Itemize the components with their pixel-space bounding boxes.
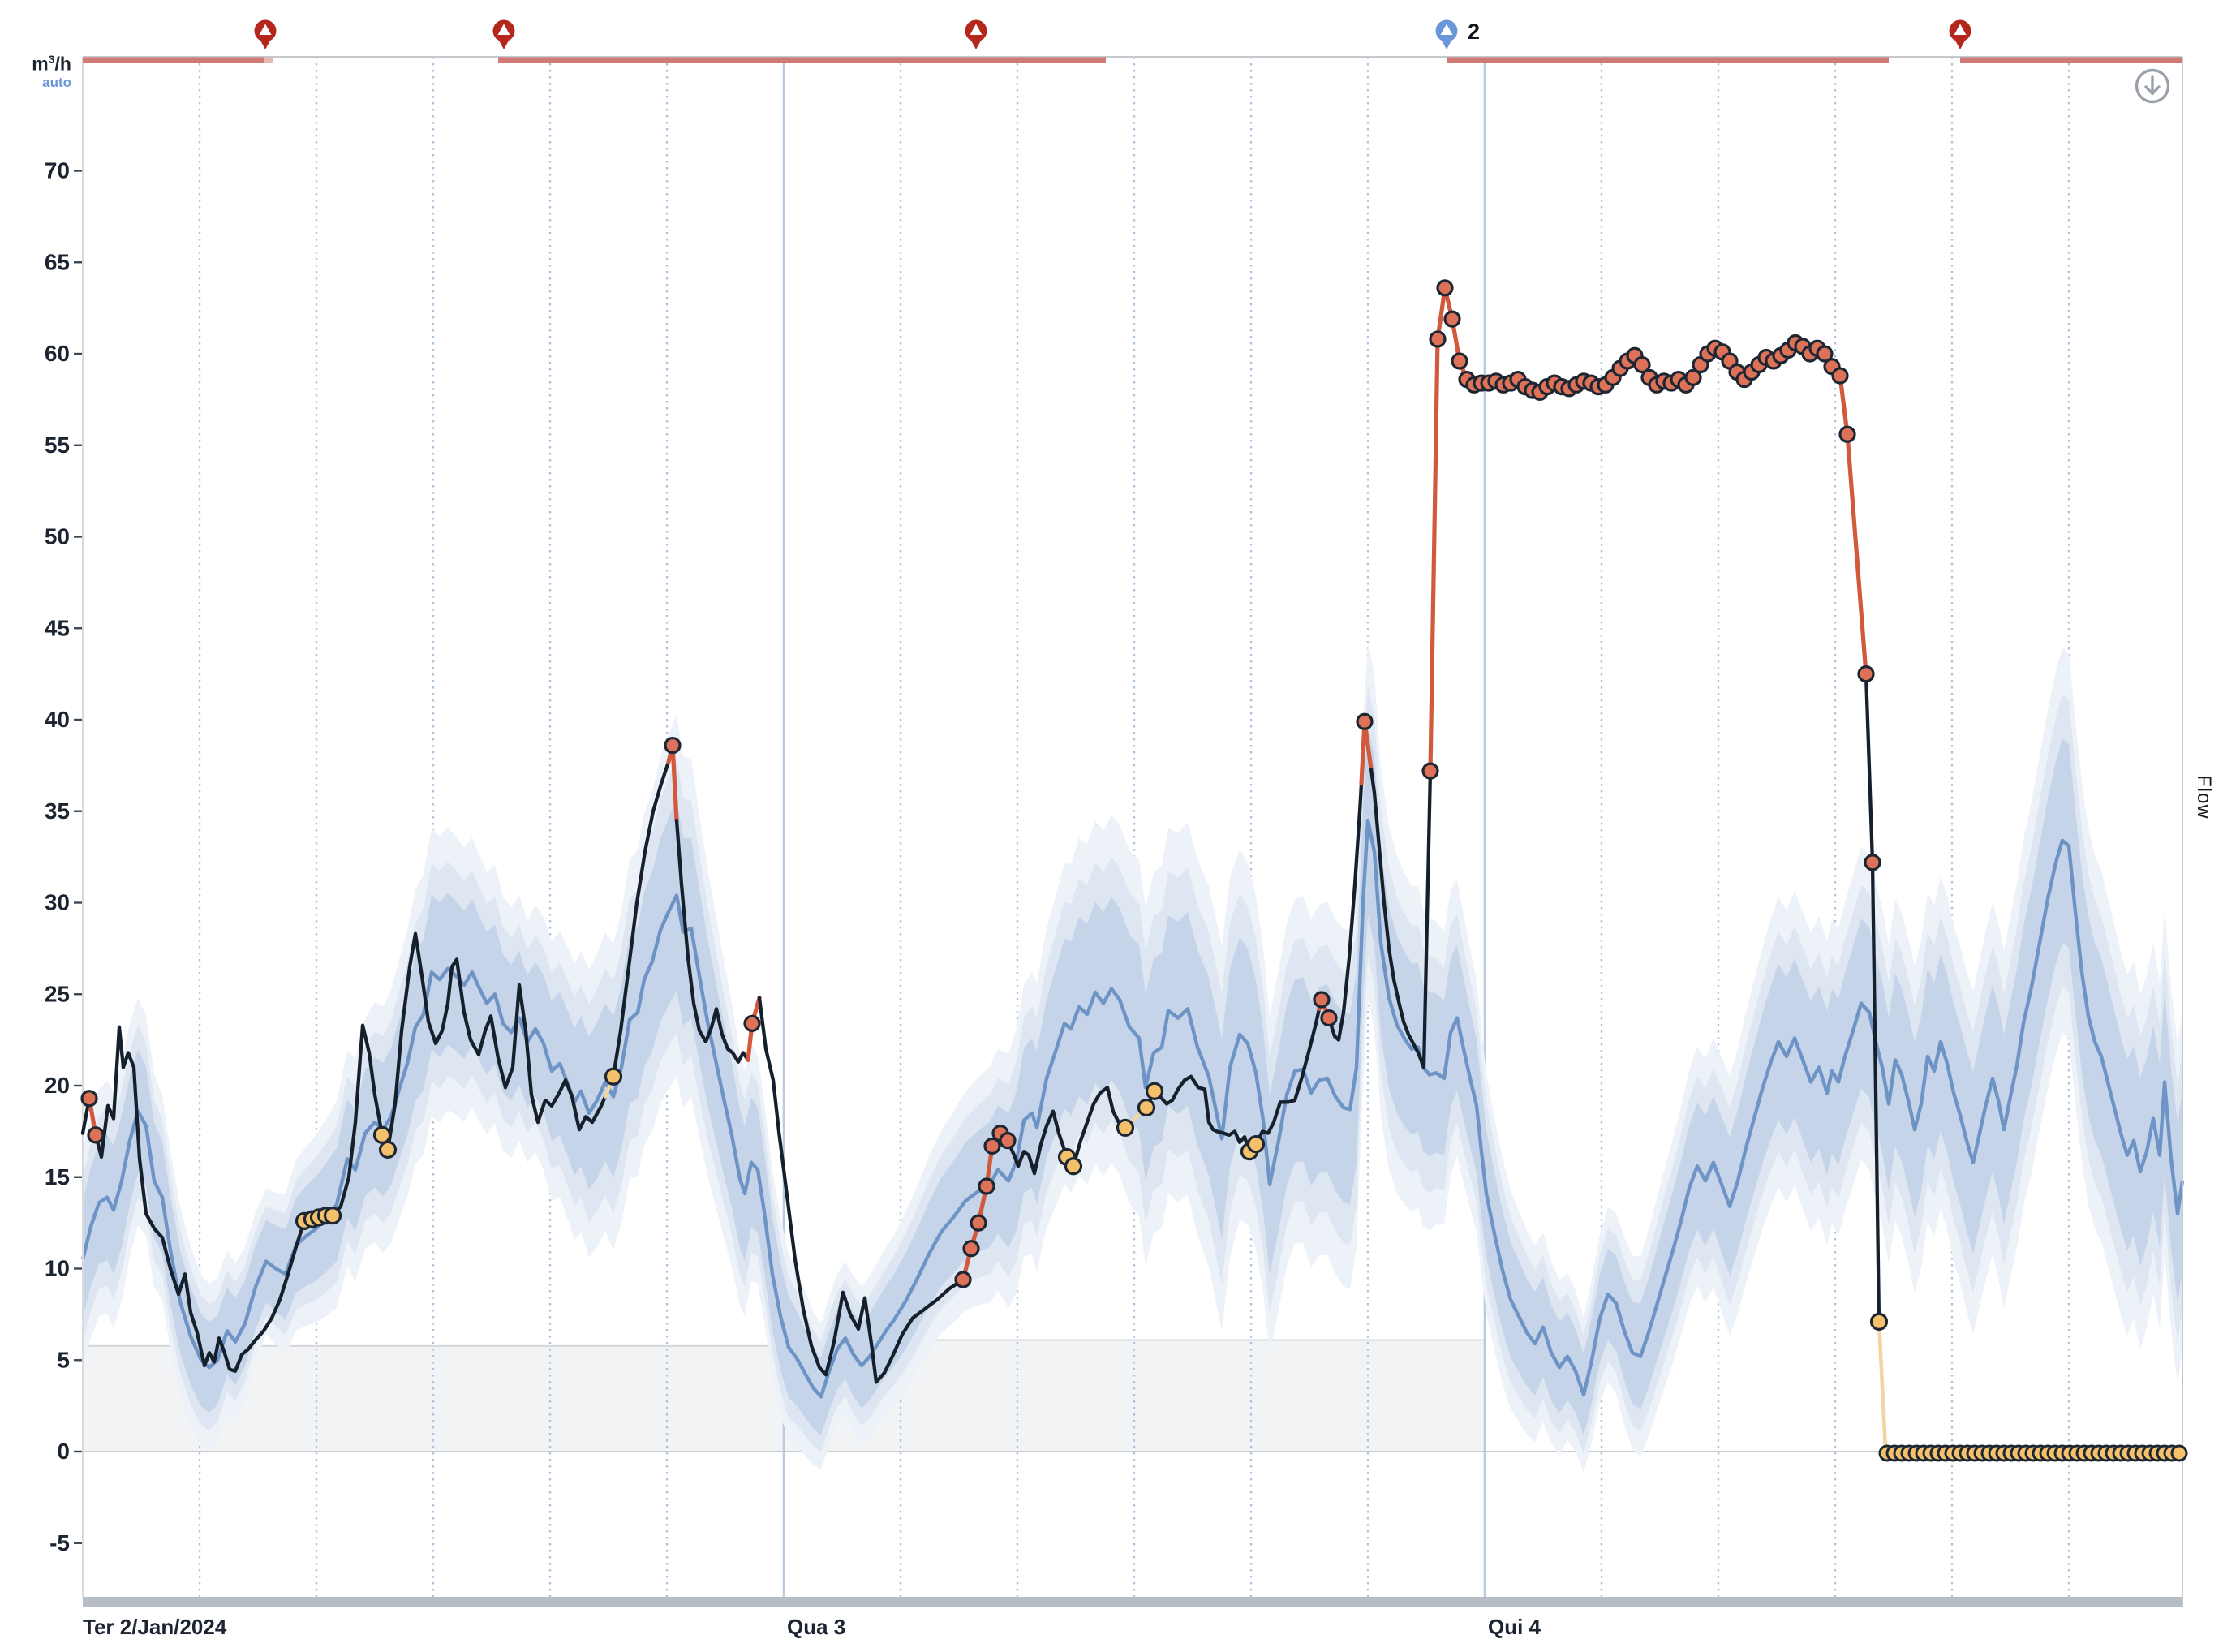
pin-count-label: 2: [1468, 19, 1480, 44]
anomaly-dot[interactable]: [970, 1214, 987, 1232]
y-tick-label: 25: [45, 981, 70, 1006]
y-tick-label: 50: [45, 524, 70, 549]
y-axis-unit-label: m3/h: [0, 54, 71, 74]
actual-line: [1326, 781, 1364, 1042]
red-pin-tail: [260, 40, 271, 49]
actual-line: [1144, 1007, 1322, 1154]
y-tick-label: 55: [45, 432, 70, 458]
actual-line-flagged: [1877, 1319, 2185, 1453]
flagged-dot-zero[interactable]: [2170, 1444, 2188, 1462]
download-icon[interactable]: [2135, 68, 2170, 104]
y-tick-label: 45: [45, 615, 70, 640]
y-tick-label: 10: [45, 1256, 70, 1281]
forecast-line: [80, 818, 2185, 1399]
x-day-label: Ter 2/Jan/2024: [83, 1615, 227, 1639]
pin-up-triangle-icon: [970, 24, 983, 35]
anomaly-dot[interactable]: [1864, 854, 1881, 871]
flagged-dot[interactable]: [604, 1067, 623, 1086]
x-day-label: Qui 4: [1488, 1615, 1541, 1639]
anomaly-dot[interactable]: [954, 1271, 972, 1288]
y-axis-auto-toggle[interactable]: auto: [42, 75, 71, 90]
anomaly-dot[interactable]: [962, 1240, 980, 1258]
anomaly-dot[interactable]: [1320, 1009, 1338, 1027]
blue-pin-tail: [1441, 40, 1452, 49]
actual-line: [757, 996, 965, 1384]
y-tick-label: 60: [45, 341, 70, 366]
y-tick-label: 35: [45, 798, 70, 824]
y-tick-label: 15: [45, 1164, 70, 1190]
forecast-band-inner: [83, 725, 2182, 1436]
anomaly-dot[interactable]: [743, 1014, 761, 1032]
flagged-dot[interactable]: [372, 1125, 392, 1144]
flagged-dot[interactable]: [378, 1140, 398, 1159]
actual-line: [611, 759, 671, 1078]
anomaly-dot[interactable]: [664, 736, 682, 755]
anomaly-dot[interactable]: [999, 1132, 1017, 1150]
anomaly-dot[interactable]: [1684, 368, 1702, 386]
flagged-dot[interactable]: [1869, 1312, 1889, 1331]
flagged-dot[interactable]: [1064, 1157, 1083, 1176]
anomaly-dot[interactable]: [1429, 330, 1447, 348]
red-pin-tail: [498, 40, 510, 49]
y-axis-unit-sup: 3: [48, 53, 55, 66]
pin-up-triangle-icon: [1954, 24, 1967, 35]
anomaly-dot[interactable]: [1857, 665, 1875, 683]
anomaly-dot[interactable]: [983, 1137, 1001, 1155]
anomaly-dot[interactable]: [1356, 712, 1374, 730]
y-tick-label: 70: [45, 158, 70, 183]
anomaly-dot[interactable]: [1436, 279, 1454, 297]
pin-up-triangle-icon: [259, 24, 272, 35]
anomaly-dot[interactable]: [1451, 352, 1468, 370]
download-icon-arrow-head: [2144, 85, 2161, 96]
flagged-dot[interactable]: [1116, 1118, 1135, 1137]
flagged-dot[interactable]: [1145, 1082, 1164, 1100]
alarm-period-bar: [498, 57, 1106, 63]
red-pin-tail: [970, 40, 982, 49]
y-tick-label: 0: [57, 1439, 70, 1464]
anomaly-dot[interactable]: [80, 1090, 98, 1108]
anomaly-dot[interactable]: [1816, 345, 1834, 363]
y-tick-label: 65: [45, 249, 70, 274]
anomaly-dot[interactable]: [1313, 991, 1331, 1009]
y-tick-label: 30: [45, 890, 70, 915]
alarm-period-bar: [83, 57, 264, 63]
y-tick-label: 20: [45, 1073, 70, 1098]
actual-line: [93, 931, 608, 1373]
y-axis-unit-m: m: [32, 53, 49, 75]
y-tick-label: 40: [45, 707, 70, 732]
alarm-period-bar: [264, 57, 273, 63]
y-tick-label: -5: [49, 1530, 70, 1555]
anomaly-dot[interactable]: [1831, 367, 1849, 385]
anomaly-dot[interactable]: [1633, 355, 1651, 374]
actual-line: [1369, 767, 1433, 1069]
x-day-label: Qua 3: [787, 1615, 845, 1639]
flagged-dot[interactable]: [323, 1207, 342, 1225]
pin-up-triangle-icon: [497, 24, 510, 35]
anomaly-dot[interactable]: [1421, 762, 1439, 780]
anomaly-dot[interactable]: [978, 1177, 995, 1195]
flagged-dot[interactable]: [1137, 1098, 1156, 1117]
anomaly-dot[interactable]: [1443, 310, 1461, 328]
flagged-dot[interactable]: [1246, 1135, 1266, 1154]
y-axis-unit-rest: /h: [54, 53, 71, 75]
y-tick-label: 5: [57, 1347, 70, 1372]
right-axis-flow-label: Flow: [2193, 775, 2215, 820]
actual-line: [1005, 1086, 1128, 1176]
alarm-period-bar: [1447, 57, 1889, 63]
red-pin-tail: [1954, 40, 1966, 49]
anomaly-dot[interactable]: [1838, 425, 1856, 443]
alarm-period-bar: [1960, 57, 2182, 63]
anomaly-dot[interactable]: [87, 1126, 105, 1144]
actual-line: [674, 818, 750, 1064]
pin-up-triangle-icon: [1440, 24, 1453, 35]
x-axis-scrollbar[interactable]: [83, 1597, 2182, 1607]
